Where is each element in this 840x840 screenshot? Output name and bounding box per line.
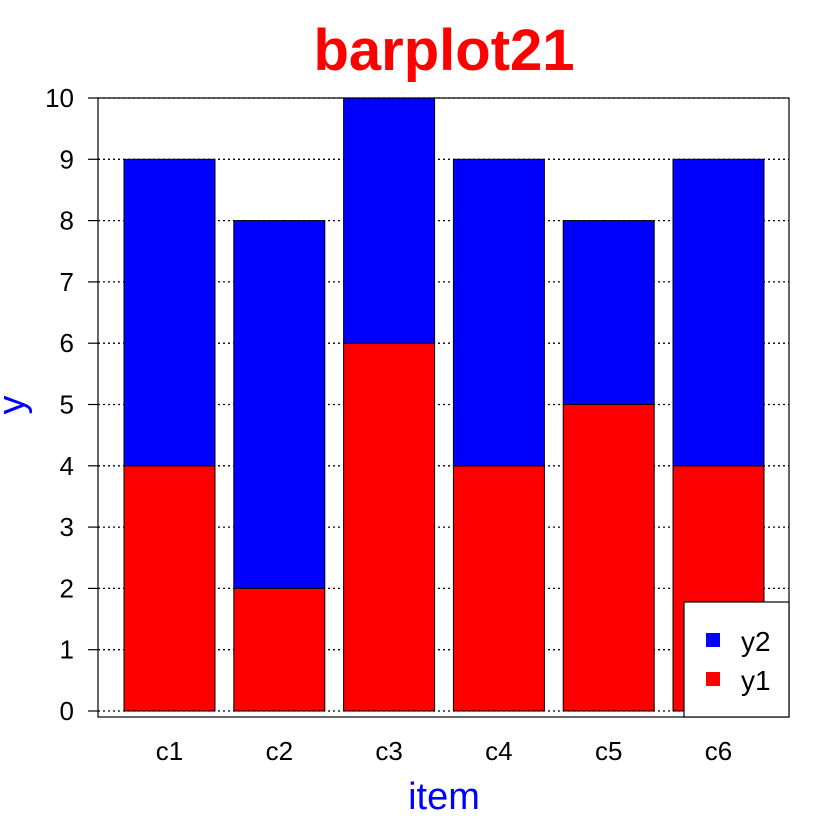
y-tick-label: 1 xyxy=(60,635,74,665)
y-tick-label: 6 xyxy=(60,328,74,358)
x-tick-label: c3 xyxy=(375,736,402,766)
bar-y1-c2 xyxy=(233,587,326,712)
bar-y1-c3 xyxy=(343,342,436,712)
legend-label-y2: y2 xyxy=(741,626,771,657)
plot-frame xyxy=(97,97,790,718)
bar-y2-c2 xyxy=(233,220,326,589)
legend-swatch-y2 xyxy=(706,633,720,647)
x-axis-label: item xyxy=(408,776,480,818)
y-tick-label: 5 xyxy=(60,390,74,420)
y-tick-label: 3 xyxy=(60,512,74,542)
legend-label-y1: y1 xyxy=(741,665,771,696)
y-tick-label: 9 xyxy=(60,144,74,174)
bar-y1-c4 xyxy=(452,465,545,712)
x-tick-label: c5 xyxy=(595,736,622,766)
y-tick-label: 2 xyxy=(60,573,74,603)
bar-y2-c5 xyxy=(562,220,655,405)
bar-y1-c1 xyxy=(123,465,216,712)
bar-y2-c3 xyxy=(343,97,436,344)
chart-title: barplot21 xyxy=(313,18,574,83)
y-axis-label: y xyxy=(0,396,33,415)
bar-y2-c1 xyxy=(123,158,216,467)
bar-y2-c6 xyxy=(672,158,765,467)
bar-y1-c5 xyxy=(562,404,655,712)
bar-y2-c4 xyxy=(452,158,545,467)
y-tick-label: 8 xyxy=(60,206,74,236)
x-tick-label: c6 xyxy=(705,736,732,766)
x-tick-label: c1 xyxy=(156,736,183,766)
x-tick-label: c2 xyxy=(266,736,293,766)
legend-swatch-y1 xyxy=(706,672,720,686)
y-tick-label: 4 xyxy=(60,451,74,481)
x-tick-label: c4 xyxy=(485,736,512,766)
y-tick-label: 7 xyxy=(60,267,74,297)
legend: y2 y1 xyxy=(683,601,790,718)
y-tick-label: 0 xyxy=(60,696,74,726)
legend-box xyxy=(683,601,790,718)
y-tick-label: 10 xyxy=(45,83,74,113)
